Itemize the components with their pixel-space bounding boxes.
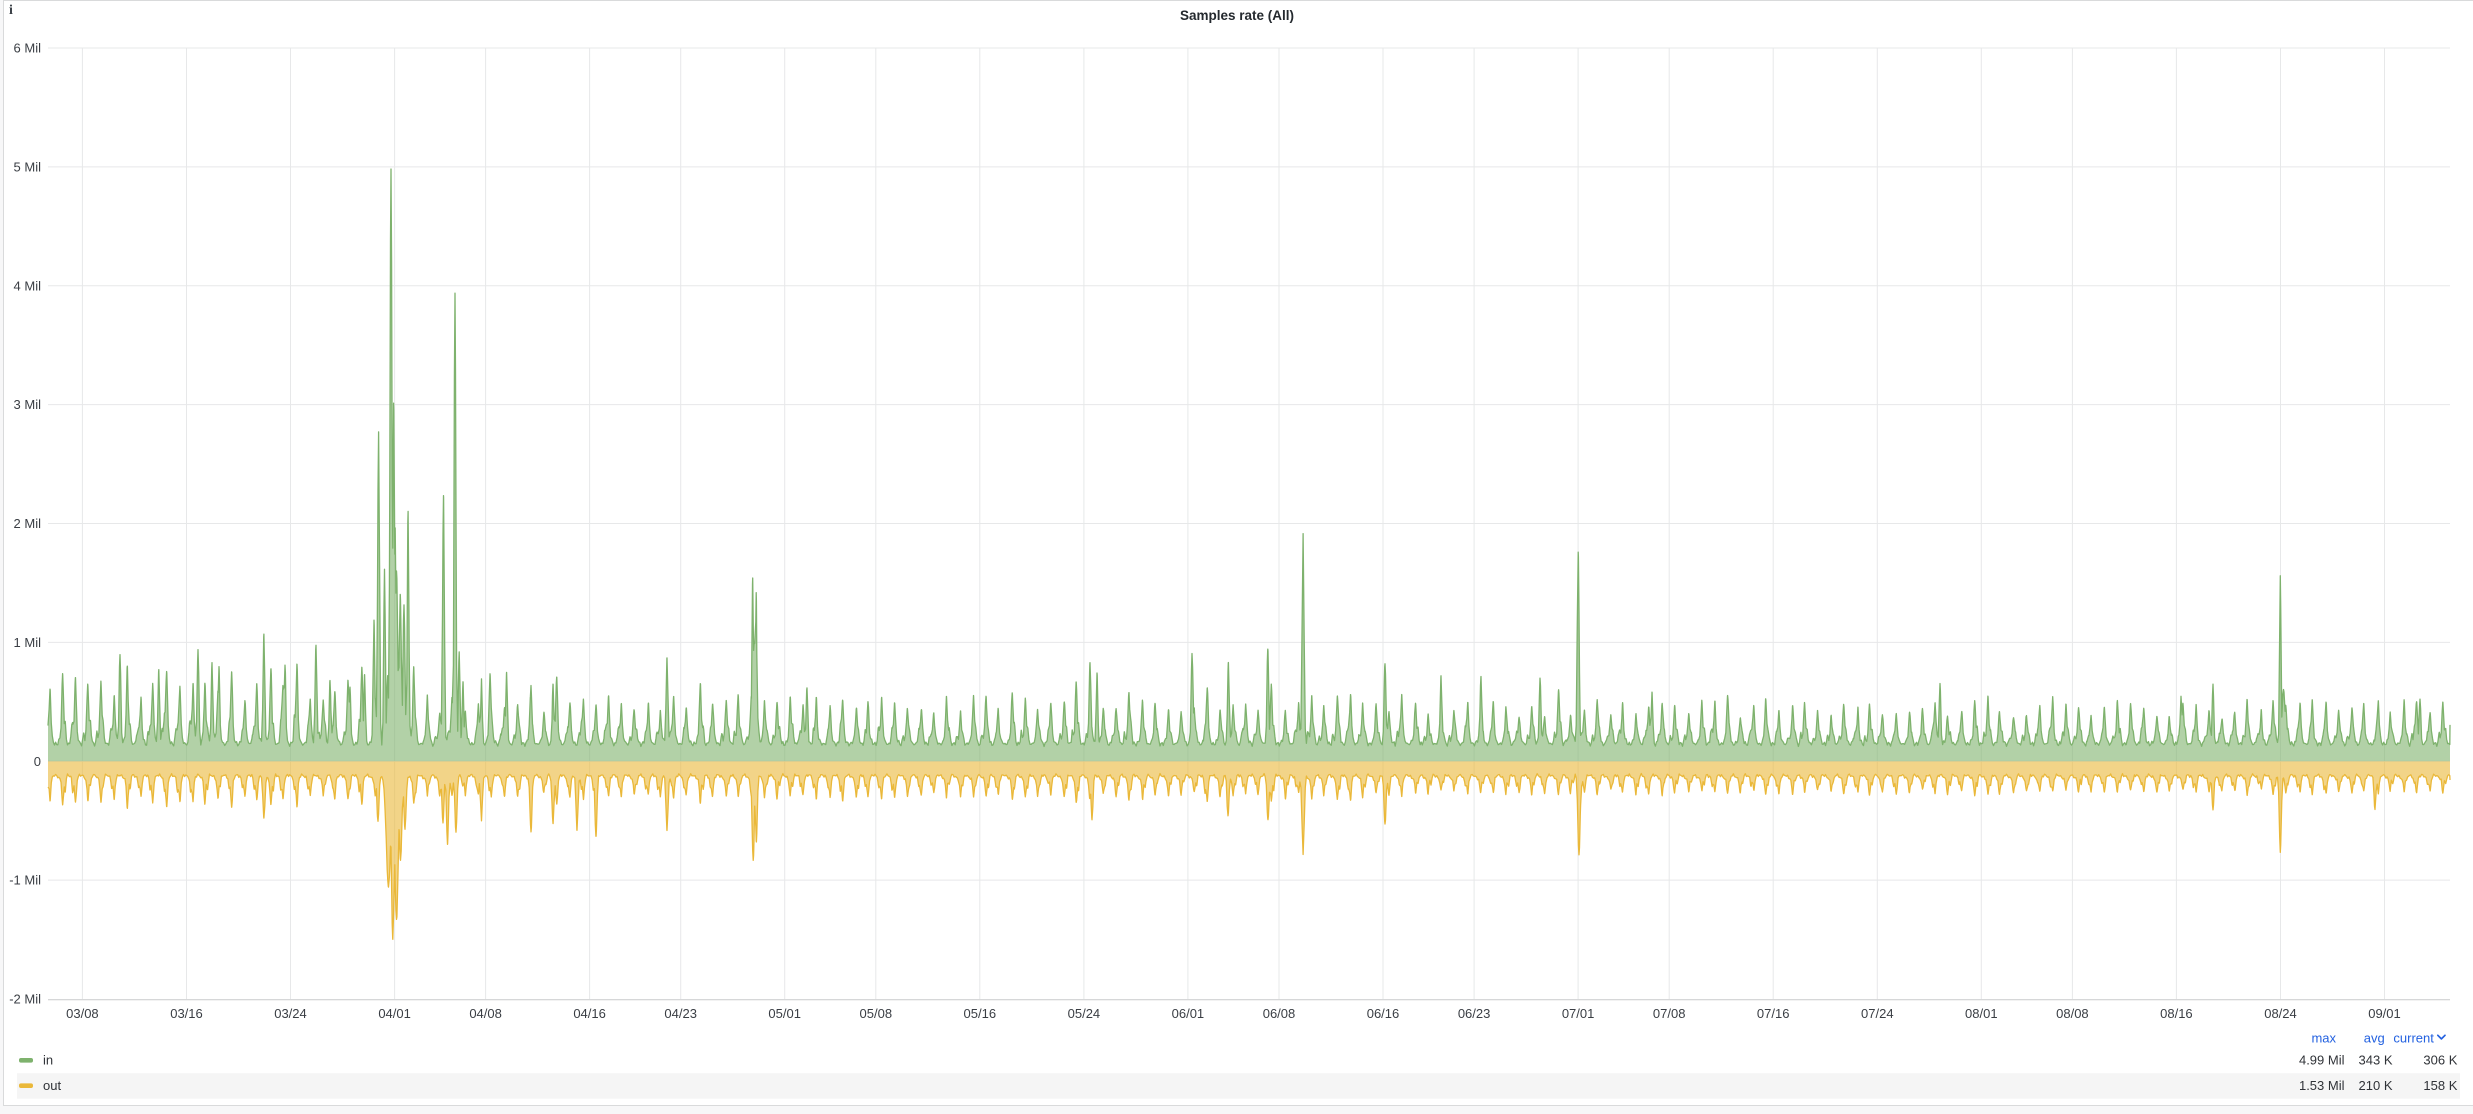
svg-text:08/01: 08/01 [1965, 1006, 1998, 1021]
svg-text:04/23: 04/23 [664, 1006, 697, 1021]
svg-text:06/01: 06/01 [1172, 1006, 1205, 1021]
svg-text:1 Mil: 1 Mil [14, 635, 42, 650]
svg-text:out: out [43, 1078, 61, 1093]
svg-text:-1 Mil: -1 Mil [9, 873, 41, 888]
svg-text:03/24: 03/24 [274, 1006, 307, 1021]
svg-text:08/24: 08/24 [2264, 1006, 2297, 1021]
svg-text:04/08: 04/08 [469, 1006, 502, 1021]
svg-text:-2 Mil: -2 Mil [9, 992, 41, 1007]
svg-text:5 Mil: 5 Mil [14, 160, 42, 175]
svg-text:09/01: 09/01 [2368, 1006, 2401, 1021]
svg-text:05/08: 05/08 [860, 1006, 893, 1021]
svg-text:07/08: 07/08 [1653, 1006, 1686, 1021]
svg-text:210 K: 210 K [2359, 1078, 2393, 1093]
svg-text:3 Mil: 3 Mil [14, 397, 42, 412]
svg-text:07/16: 07/16 [1757, 1006, 1790, 1021]
svg-text:158 K: 158 K [2423, 1078, 2457, 1093]
svg-text:05/01: 05/01 [768, 1006, 801, 1021]
svg-text:07/01: 07/01 [1562, 1006, 1595, 1021]
svg-text:05/24: 05/24 [1068, 1006, 1101, 1021]
svg-text:current: current [2393, 1031, 2434, 1046]
svg-text:in: in [43, 1053, 53, 1068]
svg-text:4 Mil: 4 Mil [14, 278, 42, 293]
svg-text:08/08: 08/08 [2056, 1006, 2089, 1021]
svg-text:6 Mil: 6 Mil [14, 41, 42, 56]
svg-text:1.53 Mil: 1.53 Mil [2299, 1078, 2345, 1093]
svg-text:i: i [9, 3, 13, 18]
svg-text:04/16: 04/16 [573, 1006, 606, 1021]
svg-text:306 K: 306 K [2423, 1053, 2457, 1068]
svg-text:0: 0 [34, 754, 41, 769]
svg-text:2 Mil: 2 Mil [14, 516, 42, 531]
svg-text:04/01: 04/01 [378, 1006, 411, 1021]
svg-text:06/23: 06/23 [1458, 1006, 1491, 1021]
svg-text:08/16: 08/16 [2160, 1006, 2193, 1021]
svg-text:max: max [2311, 1031, 2336, 1046]
svg-text:03/08: 03/08 [66, 1006, 99, 1021]
svg-text:343 K: 343 K [2359, 1053, 2393, 1068]
svg-text:06/08: 06/08 [1263, 1006, 1296, 1021]
svg-text:07/24: 07/24 [1861, 1006, 1894, 1021]
svg-text:4.99 Mil: 4.99 Mil [2299, 1053, 2345, 1068]
svg-text:Samples rate (All): Samples rate (All) [1180, 8, 1294, 23]
svg-text:avg: avg [2364, 1031, 2385, 1046]
svg-text:05/16: 05/16 [964, 1006, 997, 1021]
svg-text:03/16: 03/16 [170, 1006, 203, 1021]
svg-text:06/16: 06/16 [1367, 1006, 1400, 1021]
